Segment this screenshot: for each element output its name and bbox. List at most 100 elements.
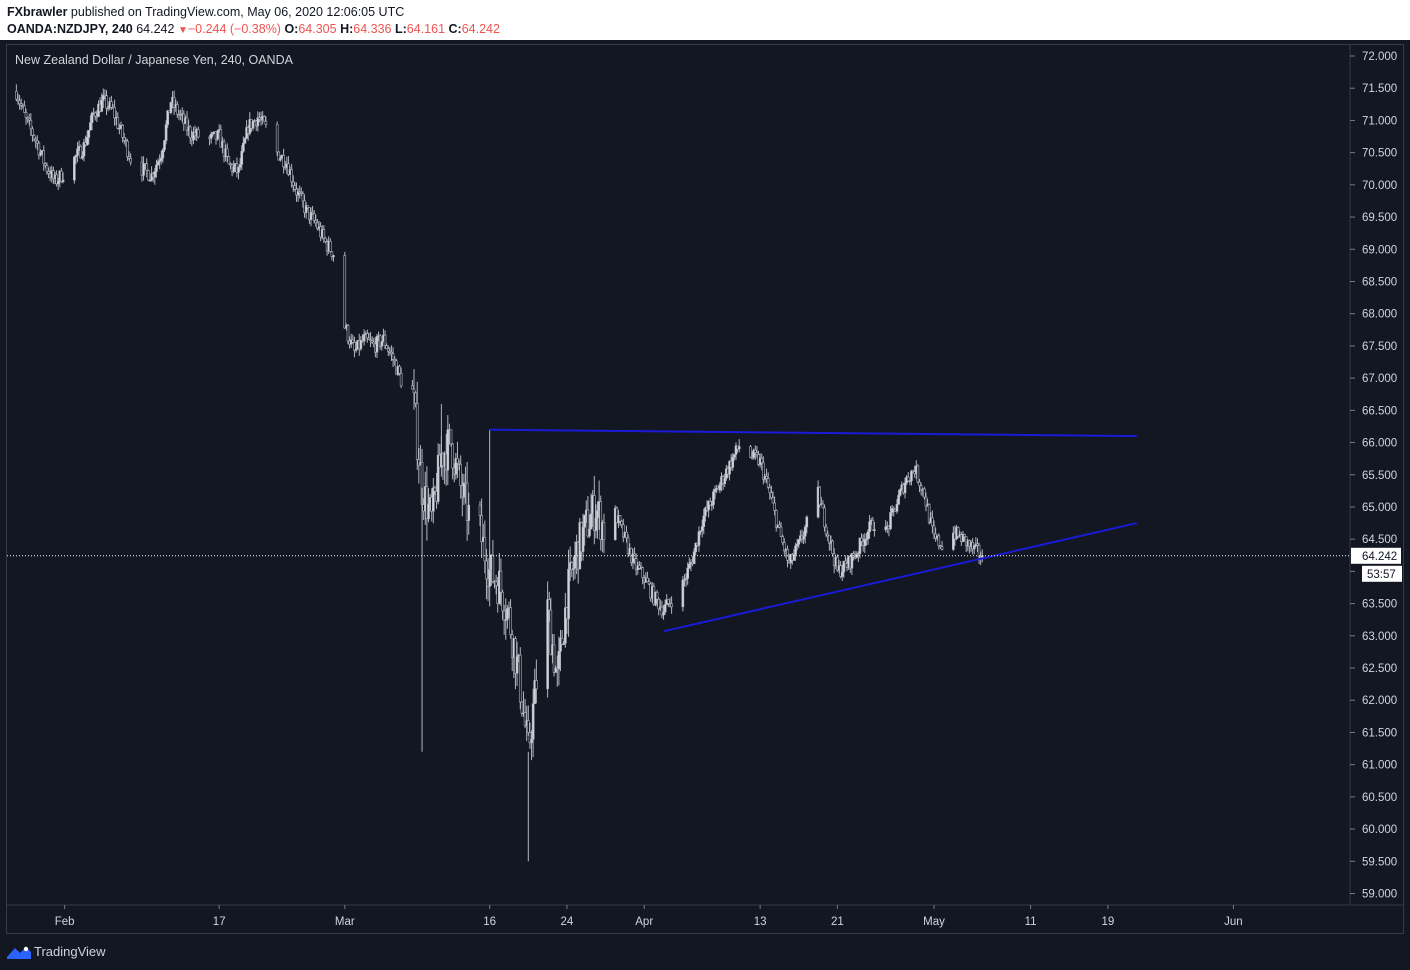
candle-body: [169, 102, 173, 113]
candle-body: [44, 163, 47, 166]
candle-body: [398, 366, 401, 374]
candle-body: [702, 515, 706, 527]
candle-body: [262, 116, 266, 122]
candle-body: [491, 554, 495, 582]
candle-body: [311, 211, 314, 214]
open-label: O:: [284, 22, 299, 36]
candle-body: [918, 481, 921, 487]
y-tick-label: 64.500: [1362, 534, 1397, 546]
chart-frame[interactable]: [6, 44, 1404, 934]
last-price-label: 64.242: [1362, 551, 1397, 563]
candle-body: [121, 125, 124, 138]
candle-body: [889, 512, 892, 530]
candle-body: [243, 138, 247, 144]
candle-body: [533, 680, 537, 704]
candle-body: [708, 501, 712, 506]
candle-body: [620, 520, 623, 526]
candle-body: [570, 562, 574, 570]
candle-body: [547, 599, 551, 611]
candle-body: [346, 325, 350, 342]
candle-body: [795, 544, 799, 547]
candle-body: [755, 452, 759, 455]
candle-body: [451, 443, 454, 469]
candle-body: [242, 142, 245, 152]
candle-body: [462, 482, 466, 498]
tradingview-logo-icon[interactable]: [6, 944, 32, 960]
candle-body: [399, 373, 403, 387]
tradingview-brand[interactable]: TradingView: [34, 944, 106, 959]
countdown-label: 53:57: [1367, 569, 1396, 581]
candle-body: [158, 160, 161, 163]
candle-body: [166, 110, 169, 125]
candle-body: [238, 164, 242, 168]
y-tick-label: 72.000: [1362, 51, 1397, 63]
candle-body: [412, 388, 416, 394]
candle-body: [852, 553, 855, 558]
candle-body: [762, 462, 765, 480]
candle-body: [626, 537, 630, 555]
candle-body: [362, 334, 366, 342]
candle-body: [328, 241, 332, 252]
candle-body: [353, 342, 356, 351]
candle-body: [61, 179, 65, 183]
candle-body: [718, 484, 722, 491]
candle-body: [589, 513, 593, 530]
candle-body: [454, 458, 458, 475]
candle-body: [23, 105, 26, 113]
candle-body: [306, 205, 310, 208]
candle-body: [446, 429, 450, 471]
candle-body: [118, 127, 121, 130]
candle-body: [860, 537, 863, 542]
candle-body: [546, 599, 549, 690]
candle-body: [700, 526, 704, 532]
candle-body: [528, 732, 532, 744]
candle-body: [216, 130, 219, 140]
candle-body: [686, 567, 689, 579]
candle-body: [842, 560, 846, 573]
candle-body: [863, 539, 867, 546]
publisher-name[interactable]: FXbrawler: [7, 5, 68, 19]
candle-body: [840, 571, 844, 577]
candle-body: [707, 501, 710, 511]
high-label: H:: [340, 22, 354, 36]
y-tick-label: 60.000: [1362, 824, 1397, 836]
candle-body: [425, 486, 429, 520]
candle-body: [873, 529, 876, 531]
candle-body: [73, 156, 76, 181]
ohlc-line: OANDA:NZDJPY, 240 64.242 ▼−0.244 (−0.38%…: [7, 22, 500, 36]
candle-body: [219, 129, 223, 148]
candle-body: [324, 237, 327, 243]
candle-body: [824, 526, 828, 535]
candle-body: [710, 504, 714, 506]
candle-body: [963, 534, 966, 537]
candle-body: [277, 151, 281, 161]
candle-body: [687, 563, 691, 569]
candle-body: [76, 148, 79, 156]
candle-body: [583, 514, 586, 528]
candle-body: [367, 337, 371, 341]
candle-body: [850, 553, 854, 569]
candle-body: [129, 158, 132, 163]
candle-body: [831, 540, 834, 555]
candle-body: [279, 157, 282, 161]
candle-body: [868, 521, 871, 533]
candle-body: [749, 446, 752, 458]
candle-body: [31, 128, 34, 136]
candle-body: [865, 538, 868, 541]
candle-body: [712, 491, 715, 505]
candle-body: [456, 458, 459, 464]
candle-body: [866, 531, 870, 540]
candle-body: [185, 117, 189, 131]
candle-body: [85, 137, 89, 146]
candle-body: [564, 607, 567, 644]
candle-body: [370, 340, 374, 343]
candle-body: [433, 487, 437, 492]
candle-body: [351, 339, 355, 343]
resistance-trendline: [489, 428, 1137, 438]
candle-body: [844, 560, 847, 564]
y-tick-label: 67.000: [1362, 373, 1397, 385]
x-tick-label: Feb: [55, 916, 75, 928]
candle-body: [172, 96, 176, 108]
y-tick-label: 62.500: [1362, 663, 1397, 675]
